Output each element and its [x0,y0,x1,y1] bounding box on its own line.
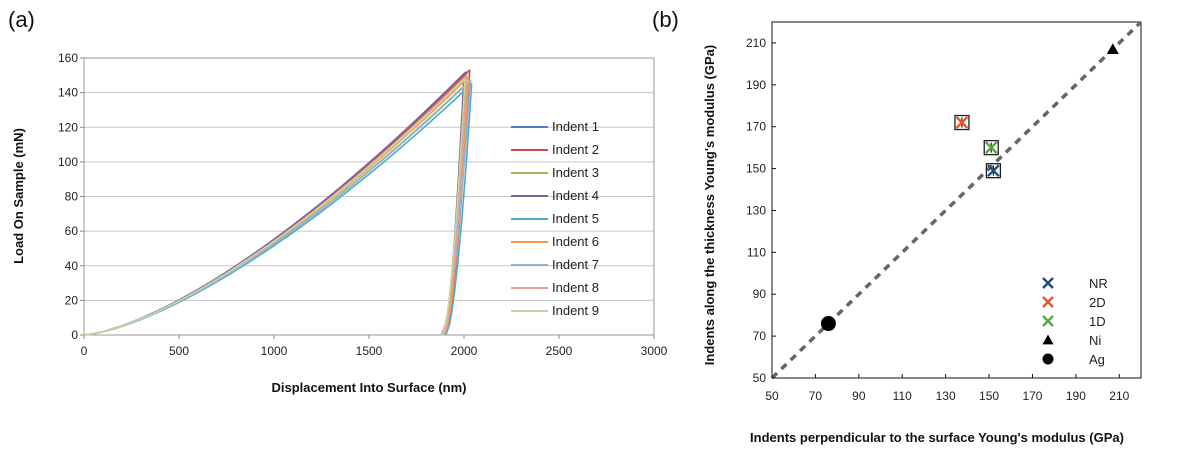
chart-b-legend-label: NR [1089,276,1108,291]
chart-b-legend-label: 2D [1089,295,1106,310]
chart-b-y-tick-label: 150 [746,162,766,176]
chart-a-y-tick-label: 140 [58,86,78,100]
chart-b-legend-marker [1042,334,1054,345]
chart-a-x-tick-label: 2500 [546,344,573,358]
chart-a-series-line [83,79,472,336]
chart-b-x-ticks: 50 70 90 110 130 150 170 190 210 [765,374,1130,403]
chart-a-legend: Indent 1 Indent 2 Indent 3 Indent 4 Indent 5… [511,119,599,318]
chart-a-y-tick-label: 80 [65,190,79,204]
chart-b-y-ticks: 50 70 90 110 130 150 170 190 210 [746,36,776,385]
chart-b-point-nr [987,164,1000,178]
chart-a-series-line [83,69,471,336]
chart-b-legend-label: 1D [1089,314,1106,329]
chart-a-x-tick-label: 0 [81,344,88,358]
chart-b-x-tick-label: 210 [1109,389,1129,403]
chart-a-y-axis-title: Load On Sample (mN) [11,128,26,264]
chart-b-legend-marker [1042,353,1054,365]
chart-b-y-tick-label: 90 [753,287,767,301]
chart-b-plot-frame [771,21,1142,379]
chart-a-x-axis-title: Displacement Into Surface (nm) [271,380,466,395]
chart-b-x-tick-label: 130 [936,389,956,403]
chart-a-y-tick-label: 100 [58,155,78,169]
chart-a-series-line [83,72,465,336]
chart-a-y-ticks: 0 20 40 60 80 100 120 140 160 [58,51,84,342]
chart-b-y-tick-label: 130 [746,203,766,217]
chart-b-y-tick-label: 190 [746,78,766,92]
chart-a-x-tick-label: 3000 [641,344,668,358]
chart-a-y-tick-label: 20 [65,293,79,307]
chart-b-legend-marker [1042,315,1054,327]
chart-b-point-2d [955,116,969,129]
chart-a-y-tick-label: 60 [65,224,79,238]
chart-a-legend-label: Indent 6 [552,234,599,249]
chart-a-y-tick-label: 120 [58,120,78,134]
chart-a-legend-label: Indent 2 [552,142,599,157]
chart-a-legend-label: Indent 8 [552,280,599,295]
chart-a-legend-label: Indent 7 [552,257,599,272]
chart-b-point-ni [1106,43,1119,55]
chart-b-legend-marker [1042,277,1054,289]
chart-a-legend-label: Indent 1 [552,119,599,134]
chart-a-y-tick-label: 160 [58,51,78,65]
chart-b-points [820,43,1119,332]
chart-a-series-line [83,81,469,336]
chart-b-x-tick-label: 90 [852,389,866,403]
panel-b-label: (b) [652,7,679,32]
chart-a-legend-label: Indent 5 [552,211,599,226]
chart-a-x-tick-label: 500 [169,344,189,358]
panel-a-label: (a) [8,7,35,32]
chart-b-x-tick-label: 50 [765,389,779,403]
chart-b-error-box [983,139,999,156]
chart-b-x-tick-label: 190 [1066,389,1086,403]
chart-b-x-tick-label: 70 [809,389,823,403]
chart-b-error-box [954,114,970,131]
chart-b-x-tick-label: 150 [979,389,999,403]
chart-a-series [83,69,473,336]
chart-a-x-tick-label: 1500 [356,344,383,358]
chart-a-x-ticks: 0 500 1000 1500 2000 2500 3000 [81,335,668,358]
chart-a-series-line [83,74,468,336]
youngs-modulus-chart: 50 70 90 110 130 150 170 190 210 50 70 90 110 130 150… [702,20,1143,445]
chart-b-x-axis-title: Indents perpendicular to the surface You… [750,430,1124,445]
chart-b-legend-marker [1042,296,1054,308]
chart-b-y-tick-label: 110 [747,245,766,259]
chart-a-x-tick-label: 1000 [261,344,288,358]
indentation-load-chart: 0 500 1000 1500 2000 2500 3000 0 20 40 60 80 100 120… [11,51,668,395]
chart-b-point-1d [984,141,998,154]
chart-a-series-line [83,78,466,336]
chart-a-y-tick-label: 40 [65,259,79,273]
chart-b-point-ag [820,316,836,332]
chart-a-y-tick-label: 0 [71,328,78,342]
chart-a-series-line [83,76,470,336]
chart-b-legend-label: Ag [1089,352,1105,367]
chart-a-legend-label: Indent 4 [552,188,599,203]
chart-b-error-box [985,163,1002,179]
chart-b-y-tick-label: 50 [753,371,767,385]
chart-b-y-tick-label: 210 [746,36,766,50]
chart-a-legend-label: Indent 3 [552,165,599,180]
chart-b-legend: NR 2D 1D Ni Ag [1042,276,1108,367]
chart-b-legend-label: Ni [1089,333,1101,348]
chart-b-x-tick-label: 170 [1022,389,1042,403]
chart-a-legend-label: Indent 9 [552,303,599,318]
chart-b-y-axis-title: Indents along the thickness Young's modu… [702,45,717,365]
chart-b-y-tick-label: 70 [753,329,767,343]
chart-b-y-tick-label: 170 [746,120,766,134]
chart-a-x-tick-label: 2000 [451,344,478,358]
chart-b-x-tick-label: 110 [893,389,912,403]
chart-a-series-line [83,71,467,336]
